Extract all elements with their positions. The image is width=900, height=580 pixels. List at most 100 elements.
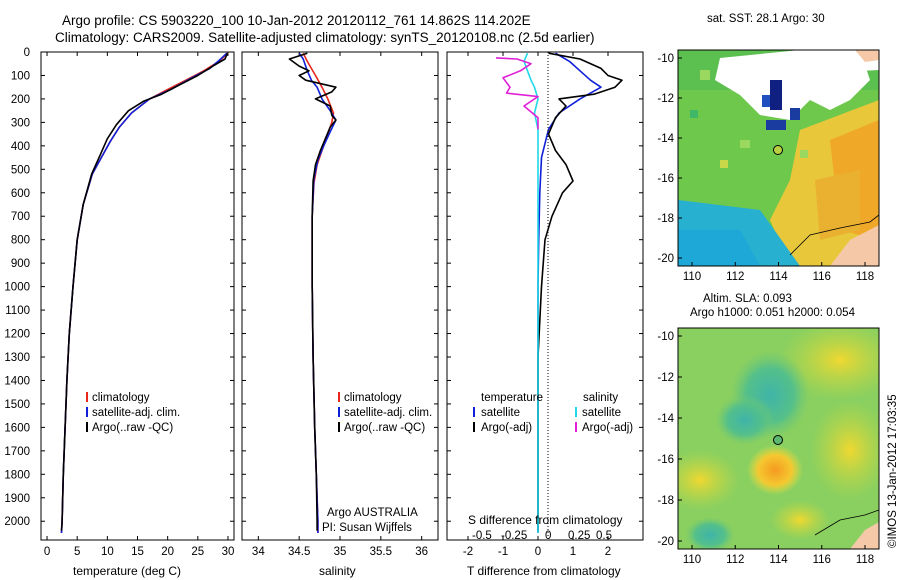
depth-tick-label: 1000: [4, 282, 30, 294]
sst-argo-marker: [773, 145, 783, 155]
x-tick-label: 1: [570, 546, 576, 558]
salinity-legend: climatology satellite-adj. clim. Argo(..…: [322, 392, 432, 534]
sst-map: [678, 50, 879, 266]
lon-tick-label: 114: [769, 271, 788, 283]
difference-xlabel-top: S difference from climatology: [468, 513, 623, 527]
x-tick-label: 0: [44, 546, 50, 558]
legend-label: Argo(-adj): [582, 422, 633, 434]
legend-label: Argo(..raw -QC): [344, 422, 425, 434]
series-line: [60, 52, 228, 534]
s-tick-label: 0.5: [596, 530, 612, 542]
pi-label: PI: Susan Wijffels: [322, 522, 412, 534]
lon-tick-label: 112: [726, 271, 744, 283]
difference-plot: -2 -1 0 1 2: [463, 52, 623, 558]
difference-xlabel: T difference from climatology: [467, 564, 621, 578]
depth-tick-label: 800: [11, 235, 30, 247]
lon-tick-label: 112: [726, 554, 744, 566]
lat-tick-label: -10: [657, 331, 674, 343]
difference-legend: temperature salinity satellite Argo(-adj…: [473, 392, 633, 434]
x-tick-label: 20: [161, 546, 174, 558]
legend-label: satellite-adj. clim.: [344, 407, 432, 419]
depth-tick-label: 500: [11, 164, 30, 176]
lat-tick-label: -14: [657, 413, 674, 425]
lat-tick-label: -16: [657, 173, 674, 185]
depth-tick-label: 100: [11, 70, 30, 82]
x-tick-label: 34: [252, 546, 265, 558]
lon-tick-label: 110: [683, 271, 701, 283]
imos-stamp: ©IMOS 13-Jan-2012 17:03:35: [887, 394, 899, 548]
depth-tick-label: 900: [11, 258, 30, 270]
lat-tick-label: -14: [657, 133, 674, 145]
depth-tick-label: 1700: [4, 446, 30, 458]
temperature-axes: [40, 51, 235, 541]
title-line-2: Climatology: CARS2009. Satellite-adjuste…: [55, 30, 595, 45]
depth-tick-label: 1900: [4, 493, 30, 505]
x-tick-label: 30: [222, 546, 235, 558]
depth-tick-label: 200: [11, 94, 30, 106]
temperature-plot: 0 5 10 15 20 25 30: [44, 52, 235, 558]
temperature-legend: climatology satellite-adj. clim. Argo(..…: [86, 392, 180, 434]
lon-tick-label: 114: [769, 554, 788, 566]
x-tick-label: 5: [74, 546, 80, 558]
s-tick-label: 0: [545, 530, 551, 542]
lon-tick-label: 116: [813, 271, 831, 283]
depth-tick-label: 0: [24, 47, 30, 59]
depth-axis: 0 100 200 300 400 500 600 700 800 900 1000 1100 1200…: [4, 47, 643, 528]
sla-map-title-1: Altim. SLA: 0.093: [703, 293, 792, 305]
lat-tick-label: -10: [657, 53, 674, 65]
lat-tick-label: -18: [657, 495, 674, 507]
sla-map-title-2: Argo h1000: 0.051 h2000: 0.054: [690, 307, 856, 319]
legend-label: satellite-adj. clim.: [92, 407, 180, 419]
lat-tick-label: -12: [657, 372, 674, 384]
depth-tick-label: 1500: [4, 399, 30, 411]
x-tick-label: 35.5: [370, 546, 392, 558]
salinity-axes: [241, 51, 439, 541]
temperature-xlabel: temperature (deg C): [73, 564, 181, 578]
x-tick-label: 0: [535, 546, 541, 558]
x-tick-label: 25: [191, 546, 204, 558]
lat-tick-label: -20: [657, 536, 674, 548]
series-line: [60, 52, 229, 534]
sst-map-title: sat. SST: 28.1 Argo: 30: [707, 13, 825, 25]
s-tick-label: -0.5: [472, 530, 492, 542]
sla-map-ticks: 110 112 114 116 118 -10 -12 -14 -16 -18 -20: [657, 331, 874, 566]
s-tick-label: -0.25: [501, 530, 527, 542]
lon-tick-label: 110: [683, 554, 701, 566]
sla-argo-marker: [773, 435, 783, 445]
depth-tick-label: 1300: [4, 352, 30, 364]
series-line: [523, 52, 539, 533]
legend-label: satellite: [481, 407, 520, 419]
sla-map: [678, 328, 879, 549]
depth-tick-label: 1200: [4, 329, 30, 341]
x-tick-label: 15: [131, 546, 144, 558]
x-tick-label: 36: [415, 546, 428, 558]
series-line: [537, 52, 602, 533]
x-tick-label: -2: [463, 546, 473, 558]
x-tick-label: 34.5: [288, 546, 310, 558]
sst-map-ticks: 110 112 114 116 118 -10 -12 -14 -16 -18 -20: [657, 53, 874, 283]
x-tick-label: 10: [101, 546, 114, 558]
x-tick-label: 35: [334, 546, 347, 558]
lat-tick-label: -20: [657, 253, 674, 265]
lon-tick-label: 116: [813, 554, 831, 566]
x-tick-label: 2: [605, 546, 611, 558]
depth-tick-label: 1100: [5, 305, 30, 317]
depth-tick-label: 1800: [4, 469, 30, 481]
title-line-1: Argo profile: CS 5903220_100 10-Jan-2012…: [62, 13, 531, 28]
series-line: [495, 57, 539, 130]
legend-header-salinity: salinity: [583, 392, 618, 404]
series-line: [302, 52, 335, 533]
s-tick-label: 0.25: [568, 530, 590, 542]
depth-tick-label: 600: [11, 188, 30, 200]
lat-tick-label: -12: [657, 93, 674, 105]
salinity-xlabel: salinity: [319, 564, 356, 578]
legend-label: Argo(-adj): [481, 422, 532, 434]
legend-label: Argo(..raw -QC): [92, 422, 173, 434]
depth-tick-label: 300: [11, 117, 30, 129]
x-tick-label: -1: [498, 546, 508, 558]
series-line: [537, 52, 623, 531]
depth-tick-label: 1400: [4, 375, 30, 387]
difference-axes: [446, 51, 644, 541]
lat-tick-label: -18: [657, 213, 674, 225]
depth-tick-label: 2000: [4, 516, 30, 528]
